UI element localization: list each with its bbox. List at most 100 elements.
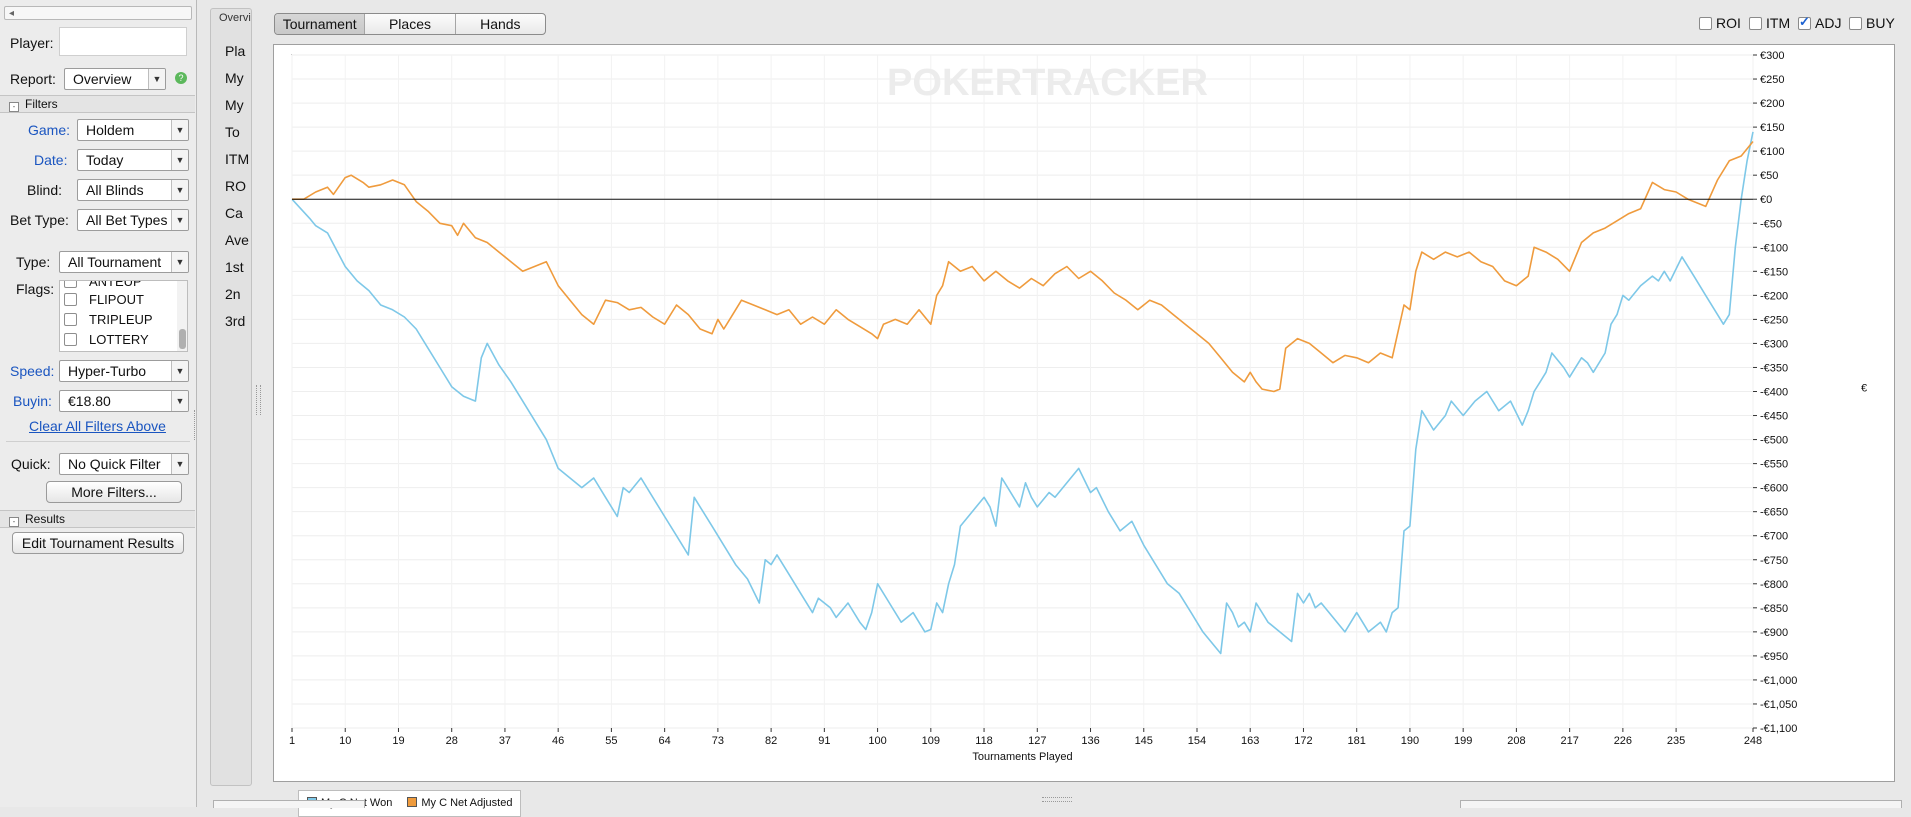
sidebar-splitter-handle[interactable] bbox=[194, 410, 198, 440]
tab-tournament[interactable]: Tournament bbox=[275, 14, 366, 34]
checkbox[interactable] bbox=[64, 281, 77, 288]
x-tick-label: 181 bbox=[1348, 735, 1366, 747]
checkbox-checked[interactable] bbox=[1798, 14, 1811, 30]
y-tick-label: €100 bbox=[1760, 146, 1784, 158]
y-tick-label: -€500 bbox=[1760, 435, 1788, 447]
overview-row: 3rd bbox=[225, 313, 246, 329]
help-icon[interactable]: ? bbox=[175, 72, 187, 84]
bet-type-value: All Bet Types bbox=[86, 212, 168, 228]
tab-hands[interactable]: Hands bbox=[480, 16, 521, 32]
y-tick-label: -€700 bbox=[1760, 531, 1788, 543]
flag-label: ANTEUP bbox=[89, 280, 142, 289]
buyin-select[interactable]: €18.80 ▼ bbox=[59, 390, 189, 412]
x-tick-label: 163 bbox=[1241, 735, 1259, 747]
player-input[interactable] bbox=[59, 27, 187, 56]
bottom-tab-strip[interactable] bbox=[213, 800, 365, 808]
flag-label: TRIPLEUP bbox=[89, 312, 153, 327]
y-tick-label: -€900 bbox=[1760, 627, 1788, 639]
x-tick-label: 208 bbox=[1507, 735, 1525, 747]
buyin-value: €18.80 bbox=[68, 393, 111, 409]
legend-item[interactable]: My C Net Adjusted bbox=[407, 797, 512, 809]
collapse-toggle-icon: - bbox=[9, 102, 19, 112]
checkbox[interactable] bbox=[1749, 17, 1762, 30]
chevron-down-icon: ▼ bbox=[171, 150, 188, 170]
quick-label: Quick: bbox=[11, 456, 51, 472]
overview-row: ITM bbox=[225, 151, 250, 167]
x-tick-label: 55 bbox=[605, 735, 617, 747]
series-line-my-c-net-adjusted bbox=[292, 140, 1754, 393]
legend-swatch bbox=[407, 797, 418, 807]
blind-select[interactable]: All Blinds ▼ bbox=[77, 179, 189, 201]
graph-mode-tabs[interactable]: Tournament Places Hands bbox=[274, 13, 546, 35]
flag-label: FLIPOUT bbox=[89, 292, 144, 307]
flag-item[interactable]: LOTTERY bbox=[64, 331, 149, 349]
blind-label: Blind: bbox=[27, 182, 63, 198]
bet-type-label: Bet Type: bbox=[10, 212, 69, 228]
roi-option[interactable]: ROI bbox=[1699, 15, 1741, 31]
checkbox[interactable] bbox=[1699, 17, 1712, 30]
type-select[interactable]: All Tournament ▼ bbox=[59, 251, 189, 273]
x-tick-label: 100 bbox=[868, 735, 886, 747]
buy-option[interactable]: BUY bbox=[1849, 15, 1895, 31]
flags-list[interactable]: ANTEUP FLIPOUT TRIPLEUP LOTTERY bbox=[59, 280, 188, 352]
date-select[interactable]: Today ▼ bbox=[77, 149, 189, 171]
checkbox[interactable] bbox=[64, 333, 77, 346]
splitter-handle[interactable] bbox=[256, 385, 261, 415]
y-tick-label: -€150 bbox=[1760, 266, 1788, 278]
game-value: Holdem bbox=[86, 122, 135, 138]
results-section-header[interactable]: - Results bbox=[0, 510, 195, 528]
game-select[interactable]: Holdem ▼ bbox=[77, 119, 189, 141]
player-label: Player: bbox=[10, 35, 54, 51]
x-tick-label: 82 bbox=[765, 735, 777, 747]
x-tick-label: 217 bbox=[1560, 735, 1578, 747]
y-tick-label: -€650 bbox=[1760, 507, 1788, 519]
chart-svg: POKERTRACKER €300 €250 €200 €150 €100 €50 €0 -€… bbox=[289, 50, 1867, 763]
chevron-down-icon: ▼ bbox=[171, 180, 188, 200]
filters-header-label: Filters bbox=[25, 97, 58, 111]
x-tick-label: 154 bbox=[1188, 735, 1206, 747]
buy-label: BUY bbox=[1866, 15, 1895, 31]
clear-filters-link[interactable]: Clear All Filters Above bbox=[29, 418, 166, 434]
flag-item[interactable]: FLIPOUT bbox=[64, 291, 144, 309]
checkbox[interactable] bbox=[1849, 17, 1862, 30]
y-tick-label: -€1,100 bbox=[1760, 723, 1797, 735]
bottom-splitter-handle[interactable] bbox=[1042, 797, 1072, 802]
itm-option[interactable]: ITM bbox=[1749, 15, 1790, 31]
filters-section-header[interactable]: - Filters bbox=[0, 95, 195, 113]
x-axis-title: Tournaments Played bbox=[972, 751, 1072, 763]
quick-filter-select[interactable]: No Quick Filter ▼ bbox=[59, 453, 189, 475]
type-label: Type: bbox=[16, 254, 51, 270]
report-value: Overview bbox=[73, 71, 132, 87]
edit-tournament-results-button[interactable]: Edit Tournament Results bbox=[12, 532, 184, 554]
overview-tab[interactable]: Overview bbox=[219, 12, 251, 24]
series-layer bbox=[291, 131, 1754, 655]
overview-panel: Overview Pla My My To ITM RO Ca Ave 1st … bbox=[210, 8, 252, 786]
tab-places[interactable]: Places bbox=[365, 14, 456, 34]
scroll-thumb[interactable] bbox=[179, 329, 186, 349]
type-value: All Tournament bbox=[68, 254, 162, 270]
flags-scrollbar[interactable] bbox=[177, 281, 187, 351]
chevron-down-icon: ▼ bbox=[148, 69, 165, 89]
bet-type-select[interactable]: All Bet Types ▼ bbox=[77, 209, 189, 231]
checkbox[interactable] bbox=[64, 313, 77, 326]
speed-select[interactable]: Hyper-Turbo ▼ bbox=[59, 360, 189, 382]
more-filters-button[interactable]: More Filters... bbox=[46, 481, 182, 503]
y-tick-label: €200 bbox=[1760, 98, 1784, 110]
flag-item[interactable]: ANTEUP bbox=[64, 280, 142, 291]
y-tick-label: -€200 bbox=[1760, 290, 1788, 302]
x-tick-label: 109 bbox=[922, 735, 940, 747]
overview-row: To bbox=[225, 124, 240, 140]
y-tick-label: €300 bbox=[1760, 50, 1784, 62]
flag-item[interactable]: TRIPLEUP bbox=[64, 311, 153, 329]
y-tick-label: €250 bbox=[1760, 74, 1784, 86]
x-tick-label: 118 bbox=[975, 735, 993, 747]
bottom-scroll-strip[interactable] bbox=[1460, 800, 1902, 808]
adj-option[interactable]: ADJ bbox=[1798, 14, 1841, 31]
checkbox[interactable] bbox=[64, 293, 77, 306]
report-select[interactable]: Overview ▼ bbox=[64, 68, 166, 90]
overview-row: 1st bbox=[225, 259, 244, 275]
blind-value: All Blinds bbox=[86, 182, 144, 198]
sidebar-collapse-bar[interactable]: ◂ bbox=[4, 6, 192, 20]
x-tick-label: 235 bbox=[1667, 735, 1685, 747]
x-tick-label: 172 bbox=[1294, 735, 1312, 747]
